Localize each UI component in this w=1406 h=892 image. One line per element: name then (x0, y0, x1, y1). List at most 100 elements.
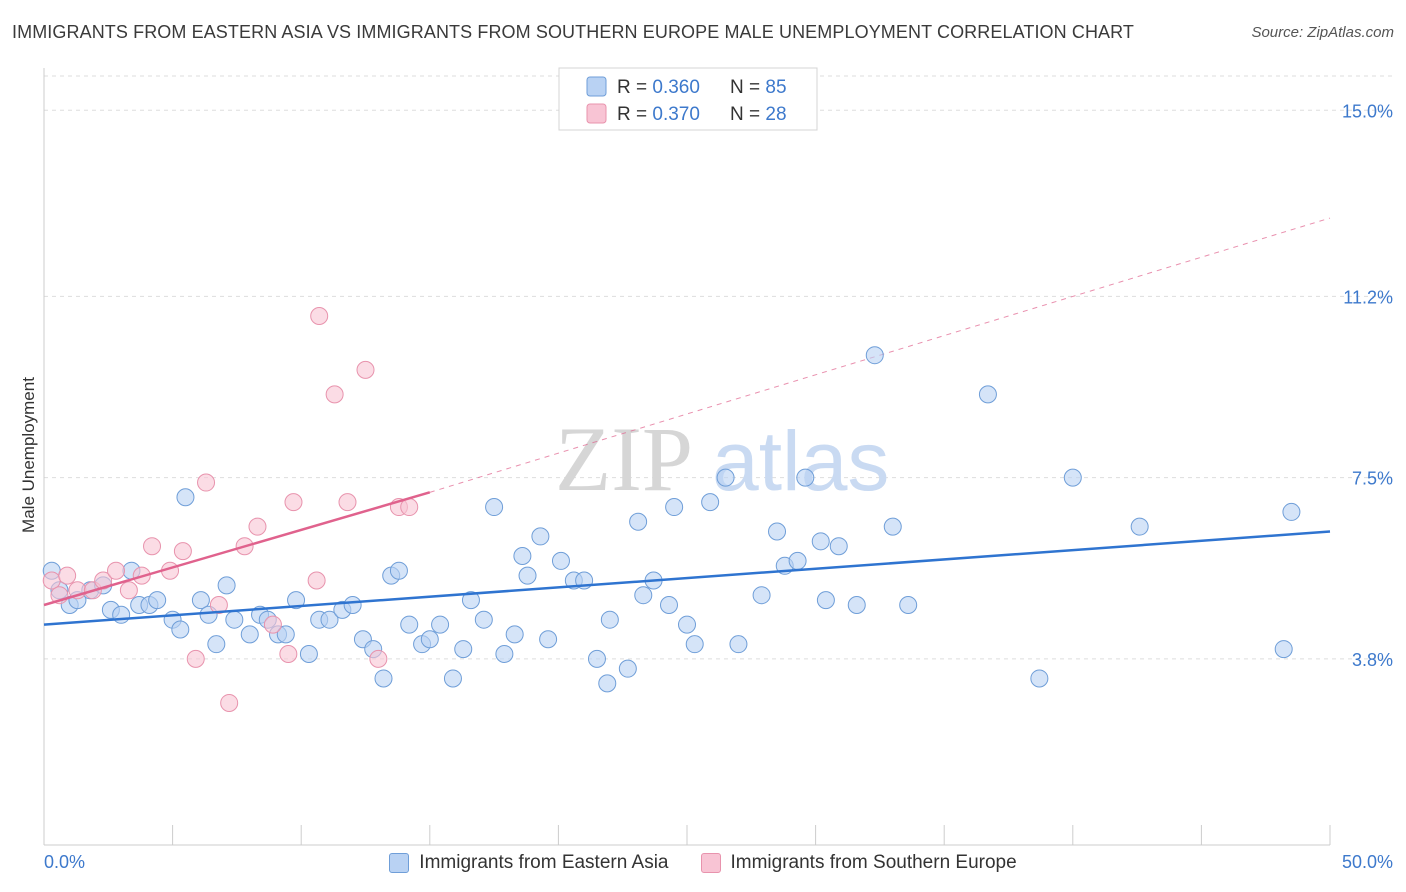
point-southern-europe (369, 649, 388, 668)
point-eastern-asia (276, 625, 295, 644)
data-points (42, 307, 1331, 712)
point-eastern-asia (829, 537, 848, 556)
point-eastern-asia (400, 615, 419, 634)
point-eastern-asia (474, 610, 493, 629)
point-eastern-asia (505, 625, 524, 644)
point-eastern-asia (320, 610, 339, 629)
watermark-atlas: atlas (712, 414, 889, 508)
point-eastern-asia (461, 591, 480, 610)
point-eastern-asia (171, 620, 190, 639)
point-eastern-asia (811, 532, 830, 551)
point-eastern-asia (796, 468, 815, 487)
trend-line-southern-europe (43, 491, 431, 607)
legend-swatch-southern-europe (700, 853, 721, 873)
point-eastern-asia (678, 615, 696, 634)
point-eastern-asia (389, 561, 408, 580)
point-eastern-asia (1130, 517, 1149, 536)
point-eastern-asia (454, 640, 473, 659)
point-eastern-asia (665, 498, 684, 517)
point-eastern-asia (899, 595, 918, 614)
legend-label-eastern-asia: Immigrants from Eastern Asia (419, 852, 669, 873)
point-eastern-asia (217, 576, 236, 595)
legend-row-blue: R = 0.360 N = 85 (617, 77, 787, 98)
point-eastern-asia (1030, 669, 1049, 688)
point-eastern-asia (420, 630, 439, 649)
point-eastern-asia (587, 649, 606, 668)
point-eastern-asia (1274, 640, 1293, 659)
point-southern-europe (307, 571, 326, 590)
point-eastern-asia (495, 644, 514, 663)
point-southern-europe (107, 561, 126, 580)
point-southern-europe (220, 693, 239, 712)
point-eastern-asia (518, 566, 537, 585)
point-southern-europe (58, 566, 77, 585)
point-eastern-asia (598, 674, 617, 693)
point-eastern-asia (443, 669, 462, 688)
point-eastern-asia (600, 610, 619, 629)
point-southern-europe (119, 581, 138, 600)
point-eastern-asia (1063, 468, 1082, 487)
chart-title: IMMIGRANTS FROM EASTERN ASIA VS IMMIGRAN… (12, 22, 1135, 42)
point-southern-europe (263, 615, 282, 634)
x-tick-label-min: 0.0% (44, 852, 85, 872)
trend-line-eastern-asia (43, 530, 1331, 626)
point-southern-europe (197, 473, 216, 492)
point-eastern-asia (287, 591, 306, 610)
y-tick-label: 15.0% (1342, 101, 1393, 121)
point-eastern-asia (207, 635, 226, 654)
point-eastern-asia (1282, 502, 1301, 521)
y-tick-labels: 3.8% 7.5% 11.2% 15.0% (1342, 101, 1393, 670)
legend-row-pink: R = 0.370 N = 28 (617, 104, 787, 125)
point-eastern-asia (768, 522, 787, 541)
point-eastern-asia (148, 591, 167, 610)
point-southern-europe (356, 360, 375, 379)
point-southern-europe (143, 537, 162, 556)
point-eastern-asia (634, 586, 653, 605)
grid-lines (44, 75, 1393, 660)
y-tick-label: 7.5% (1352, 469, 1393, 489)
point-eastern-asia (343, 595, 362, 614)
y-tick-label: 11.2% (1343, 287, 1393, 307)
legend-top: R = 0.360 N = 85 R = 0.370 N = 28 (558, 67, 818, 131)
point-eastern-asia (701, 493, 720, 512)
point-eastern-asia (716, 468, 735, 487)
legend-item-southern-europe: Immigrants from Southern Europe (700, 852, 1017, 874)
point-southern-europe (284, 493, 303, 512)
point-southern-europe (310, 307, 329, 326)
point-eastern-asia (883, 517, 902, 536)
point-southern-europe (279, 644, 298, 663)
legend-swatch-blue (586, 76, 607, 97)
point-eastern-asia (531, 527, 550, 546)
point-eastern-asia (225, 610, 244, 629)
legend-label-southern-europe: Immigrants from Southern Europe (730, 852, 1017, 873)
point-eastern-asia (847, 595, 866, 614)
point-eastern-asia (539, 630, 558, 649)
point-southern-europe (325, 385, 344, 404)
point-eastern-asia (816, 591, 835, 610)
legend-swatch-eastern-asia (389, 853, 410, 873)
x-tick-label-max: 50.0% (1342, 852, 1393, 872)
point-eastern-asia (240, 625, 259, 644)
point-eastern-asia (978, 385, 997, 404)
legend-item-eastern-asia: Immigrants from Eastern Asia (389, 852, 669, 874)
point-eastern-asia (374, 669, 393, 688)
point-eastern-asia (618, 659, 637, 678)
point-eastern-asia (112, 605, 131, 624)
point-eastern-asia (865, 346, 884, 365)
point-eastern-asia (729, 635, 748, 654)
point-eastern-asia (629, 512, 648, 531)
point-eastern-asia (299, 644, 318, 663)
chart-source: Source: ZipAtlas.com (1251, 24, 1394, 41)
point-eastern-asia (551, 551, 570, 570)
point-eastern-asia (431, 615, 450, 634)
legend-swatch-pink (586, 103, 607, 124)
watermark-zip: ZIP (555, 408, 693, 510)
point-eastern-asia (191, 591, 210, 610)
y-tick-label: 3.8% (1352, 650, 1393, 670)
legend-bottom: Immigrants from Eastern Asia Immigrants … (0, 852, 1406, 874)
point-southern-europe (173, 542, 192, 561)
point-eastern-asia (485, 498, 504, 517)
point-eastern-asia (513, 547, 532, 566)
point-southern-europe (338, 493, 357, 512)
